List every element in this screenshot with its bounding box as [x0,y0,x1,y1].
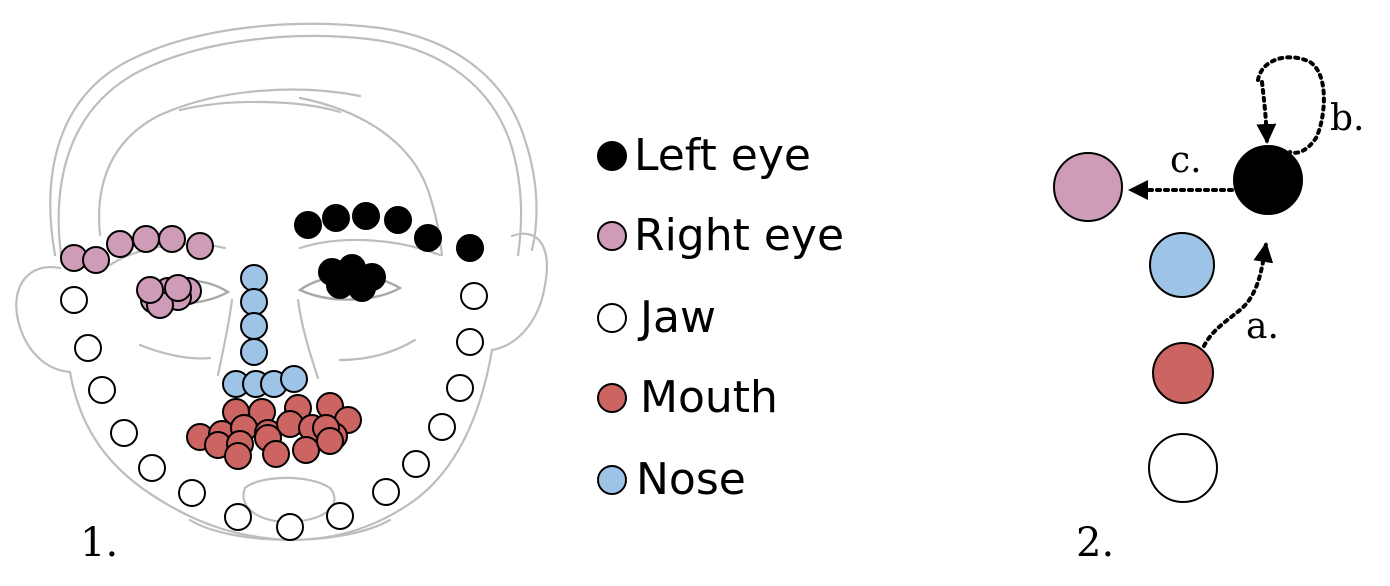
landmark-graph: a. b. c. [1053,55,1365,503]
left-eye-landmark-dot [294,211,322,239]
nose-landmark-dot [240,338,268,366]
node-jaw [1148,433,1218,503]
mouth-landmark-dot [224,442,252,470]
jaw-landmark-dot [276,513,304,541]
mouth-landmark-dot [262,440,290,468]
legend-swatch-left-eye [597,141,627,171]
jaw-landmark-dot [372,478,400,506]
node-nose [1149,232,1215,298]
legend-label-nose: Nose [636,454,746,505]
jaw-landmark-dot [460,282,488,310]
right-eye-landmark-dot [158,225,186,253]
node-left-eye [1233,145,1303,215]
left-eye-landmark-dot [414,224,442,252]
jaw-landmark-dot [74,334,102,362]
edge-b-loop-arrow [1256,80,1277,144]
legend: Left eye Right eye Jaw Mouth Nose [597,130,844,505]
jaw-landmark-dot [428,413,456,441]
legend-swatch-jaw [597,303,627,333]
jaw-landmark-dot [402,450,430,478]
legend-item-mouth: Mouth [597,372,778,423]
left-eye-landmark-dot [352,202,380,230]
legend-item-left-eye: Left eye [597,130,811,181]
left-eye-landmark-dot [322,204,350,232]
legend-label-left-eye: Left eye [634,130,811,181]
panel-2-label: 2. [1076,520,1114,566]
right-eye-landmark-dot [186,232,214,260]
left-eye-landmark-dot [338,264,366,292]
legend-swatch-right-eye [597,221,627,251]
legend-label-jaw: Jaw [637,292,716,343]
node-right-eye [1053,152,1123,222]
right-eye-landmark-dot [136,276,164,304]
legend-label-right-eye: Right eye [634,210,844,261]
jaw-landmark-dot [224,503,252,531]
jaw-landmark-dot [178,479,206,507]
legend-item-jaw: Jaw [597,292,716,343]
jaw-landmark-dot [326,502,354,530]
nose-landmark-dot [280,365,308,393]
panel-1-label: 1. [80,520,118,566]
jaw-landmark-dot [138,454,166,482]
legend-item-nose: Nose [597,454,746,505]
edge-label-a: a. [1246,306,1279,347]
nose-landmark-dot [240,264,268,292]
landmark-dots [60,202,488,541]
legend-item-right-eye: Right eye [597,210,844,261]
jaw-landmark-dot [446,374,474,402]
mouth-landmark-dot [292,436,320,464]
legend-swatch-mouth [597,383,627,413]
jaw-landmark-dot [88,376,116,404]
edge-b-loop-path [1256,55,1326,155]
right-eye-landmark-dot [106,230,134,258]
edge-label-c: c. [1170,140,1202,181]
mouth-landmark-dot [316,427,344,455]
right-eye-landmark-dot [82,246,110,274]
legend-label-mouth: Mouth [640,372,778,423]
jaw-landmark-dot [60,286,88,314]
jaw-landmark-dot [110,419,138,447]
nose-landmark-dot [240,312,268,340]
edge-a-mouth-to-left-eye [1202,242,1274,348]
nose-landmark-dot [240,288,268,316]
jaw-landmark-dot [456,328,484,356]
left-eye-landmark-dot [384,206,412,234]
left-eye-landmark-dot [456,234,484,262]
edge-label-b: b. [1330,98,1365,139]
right-eye-landmark-dot [164,274,192,302]
node-mouth [1152,342,1214,404]
right-eye-landmark-dot [132,225,160,253]
legend-swatch-nose [597,465,627,495]
